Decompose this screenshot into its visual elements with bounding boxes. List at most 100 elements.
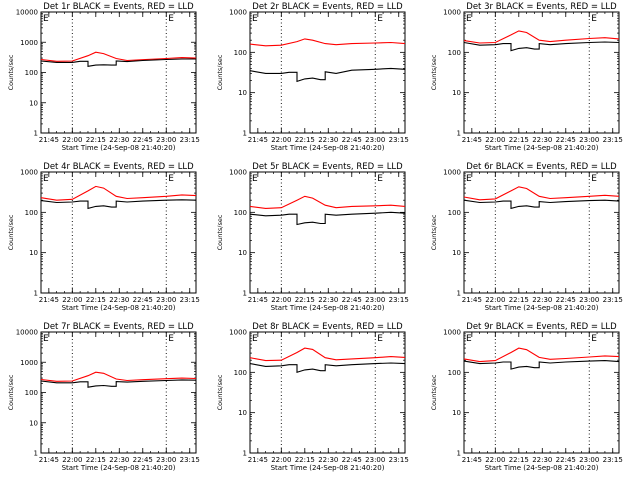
x-tick-label: 22:15 (295, 136, 315, 144)
y-axis-label: Counts/sec (216, 374, 224, 410)
y-tick-label: 10 (452, 89, 461, 97)
y-tick-label: 10000 (16, 329, 38, 337)
corner-marker: E (168, 334, 174, 344)
x-tick-label: 22:00 (485, 136, 505, 144)
detector-panel-6: Det 6r BLACK = Events, RED = LLD 1 10 100 10… (430, 162, 623, 312)
y-tick-label: 1 (457, 450, 461, 458)
y-tick-label: 10 (238, 89, 247, 97)
y-axis-label: Counts/sec (216, 214, 224, 250)
x-tick-label: 22:30 (318, 136, 338, 144)
corner-marker: E (168, 14, 174, 24)
x-tick-label: 21:45 (462, 456, 482, 464)
panel-title: Det 2r BLACK = Events, RED = LLD (252, 2, 403, 12)
x-tick-label: 22:45 (133, 296, 153, 304)
corner-marker: E (252, 174, 258, 184)
corner-marker: E (252, 14, 258, 24)
panel-title: Det 6r BLACK = Events, RED = LLD (466, 162, 617, 172)
panel-title: Det 5r BLACK = Events, RED = LLD (252, 162, 403, 172)
panel-title: Det 9r BLACK = Events, RED = LLD (466, 322, 617, 332)
x-tick-label: 23:00 (365, 296, 385, 304)
y-tick-label: 1000 (443, 329, 461, 337)
y-tick-label: 1 (243, 130, 247, 138)
corner-marker: E (377, 14, 383, 24)
x-tick-label: 23:15 (603, 136, 623, 144)
x-tick-label: 22:15 (509, 136, 529, 144)
events-series-line (463, 360, 620, 370)
y-tick-label: 10 (29, 419, 38, 427)
y-tick-label: 100 (25, 389, 38, 397)
events-series-line (463, 199, 620, 210)
x-tick-label: 22:30 (318, 456, 338, 464)
x-tick-label: 22:15 (295, 456, 315, 464)
y-tick-label: 1 (457, 130, 461, 138)
y-tick-label: 1000 (20, 169, 38, 177)
x-tick-label: 22:30 (109, 296, 129, 304)
lld-series-line (249, 347, 406, 362)
x-tick-label: 23:15 (180, 456, 200, 464)
y-tick-label: 100 (448, 369, 461, 377)
corner-marker: E (43, 174, 49, 184)
x-tick-label: 22:15 (86, 136, 106, 144)
corner-marker: E (377, 174, 383, 184)
x-tick-label: 22:00 (62, 456, 82, 464)
plot-frame (249, 171, 406, 294)
corner-marker: E (466, 334, 472, 344)
corner-marker: E (591, 334, 597, 344)
x-axis-label: Start Time (24-Sep-08 21:40:20) (271, 304, 385, 312)
lld-series-line (463, 347, 620, 363)
x-tick-label: 22:15 (295, 296, 315, 304)
plot-frame (40, 11, 197, 134)
panel-title: Det 8r BLACK = Events, RED = LLD (252, 322, 403, 332)
x-axis-label: Start Time (24-Sep-08 21:40:20) (485, 304, 599, 312)
corner-marker: E (466, 14, 472, 24)
x-tick-label: 23:00 (579, 136, 599, 144)
events-series-line (40, 379, 197, 388)
x-tick-label: 22:15 (509, 296, 529, 304)
y-axis-label: Counts/sec (430, 54, 438, 90)
x-tick-label: 21:45 (39, 296, 59, 304)
events-series-line (249, 211, 406, 226)
x-tick-label: 22:00 (271, 296, 291, 304)
x-tick-label: 22:30 (532, 456, 552, 464)
y-tick-label: 10 (238, 409, 247, 417)
plot-frame (40, 331, 197, 454)
x-tick-label: 22:00 (271, 136, 291, 144)
plot-frame (249, 331, 406, 454)
y-axis-label: Counts/sec (7, 214, 15, 250)
lld-series-line (249, 195, 406, 209)
plot-frame (40, 171, 197, 294)
x-tick-label: 23:00 (156, 456, 176, 464)
x-tick-label: 22:45 (133, 136, 153, 144)
x-tick-label: 21:45 (248, 456, 268, 464)
x-axis-label: Start Time (24-Sep-08 21:40:20) (62, 464, 176, 472)
panel-title: Det 7r BLACK = Events, RED = LLD (43, 322, 194, 332)
lld-series-line (40, 51, 197, 62)
y-tick-label: 100 (234, 49, 247, 57)
x-tick-label: 22:45 (556, 456, 576, 464)
x-tick-label: 22:00 (271, 456, 291, 464)
x-tick-label: 22:30 (532, 296, 552, 304)
x-tick-label: 23:00 (156, 296, 176, 304)
x-tick-label: 21:45 (462, 296, 482, 304)
lld-series-line (249, 38, 406, 47)
x-tick-label: 22:00 (485, 456, 505, 464)
detector-panel-1: Det 1r BLACK = Events, RED = LLD 1 10 100 10… (7, 2, 200, 152)
x-tick-label: 22:15 (509, 456, 529, 464)
x-tick-label: 23:00 (579, 456, 599, 464)
y-tick-label: 1 (34, 450, 38, 458)
panel-title: Det 4r BLACK = Events, RED = LLD (43, 162, 194, 172)
corner-marker: E (43, 14, 49, 24)
corner-marker: E (168, 174, 174, 184)
x-axis-label: Start Time (24-Sep-08 21:40:20) (62, 144, 176, 152)
x-tick-label: 21:45 (462, 136, 482, 144)
x-tick-label: 23:00 (156, 136, 176, 144)
x-tick-label: 23:15 (389, 136, 409, 144)
x-tick-label: 23:00 (365, 456, 385, 464)
x-tick-label: 22:45 (556, 296, 576, 304)
y-axis-label: Counts/sec (216, 54, 224, 90)
x-axis-label: Start Time (24-Sep-08 21:40:20) (485, 464, 599, 472)
x-tick-label: 22:30 (318, 296, 338, 304)
detector-panel-2: Det 2r BLACK = Events, RED = LLD 1 10 100 10… (216, 2, 409, 152)
events-series-line (40, 58, 196, 67)
plot-frame (249, 11, 406, 134)
